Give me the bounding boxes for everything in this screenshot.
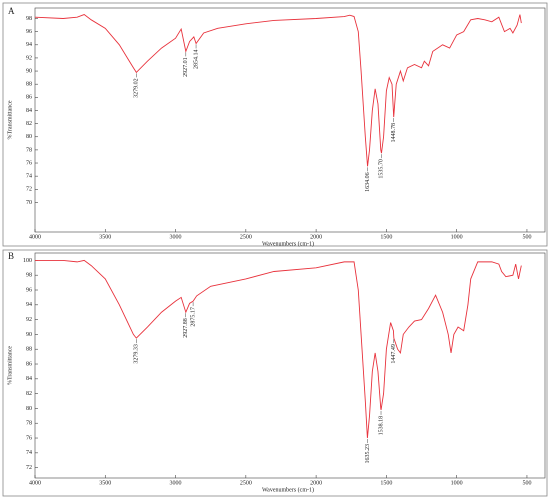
peak-label: 2927.01 xyxy=(183,57,189,77)
plot-frame xyxy=(34,7,546,233)
y-tick-label: 100 xyxy=(23,258,32,264)
y-tick-label: 72 xyxy=(26,465,32,471)
x-tick-label: 500 xyxy=(522,234,531,240)
peak-label: 1448.78 xyxy=(391,123,397,143)
x-tick-label: 1000 xyxy=(451,234,463,240)
peak-label: 3279.33 xyxy=(134,344,140,364)
y-tick-label: 74 xyxy=(26,450,32,456)
spectrum-line xyxy=(35,259,522,439)
x-tick-label: 2000 xyxy=(310,480,322,486)
peak-label: 1535.70 xyxy=(379,159,385,179)
y-tick-label: 96 xyxy=(26,29,32,35)
panel-frame xyxy=(2,2,548,247)
spectrum-line xyxy=(34,14,522,167)
x-axis-label: Wavenumbers (cm-1) xyxy=(262,240,314,247)
panel-frame xyxy=(2,249,548,497)
x-tick-label: 1500 xyxy=(380,234,392,240)
peak-label: 3279.02 xyxy=(134,78,140,98)
y-tick-label: 98 xyxy=(26,273,32,279)
y-tick-label: 82 xyxy=(26,121,32,127)
peak-label: 1447.49 xyxy=(391,344,397,364)
y-tick-label: 94 xyxy=(26,302,32,308)
x-tick-label: 1500 xyxy=(380,480,392,486)
panel-label: B xyxy=(8,251,14,261)
panel-label: A xyxy=(8,6,15,16)
x-tick-label: 3500 xyxy=(99,234,111,240)
y-tick-label: 86 xyxy=(26,95,32,101)
x-axis-label: Wavenumbers (cm-1) xyxy=(262,486,314,493)
y-tick-label: 98 xyxy=(26,16,32,22)
peak-label: 2854.14 xyxy=(193,49,199,68)
x-tick-label: 2000 xyxy=(310,234,322,240)
y-tick-label: 76 xyxy=(26,160,32,166)
y-tick-label: 96 xyxy=(26,287,32,293)
y-tick-label: 78 xyxy=(26,421,32,427)
plot-frame xyxy=(34,252,546,479)
y-tick-label: 94 xyxy=(26,42,32,48)
y-tick-label: 84 xyxy=(26,376,32,382)
y-tick-label: 72 xyxy=(26,187,32,193)
y-tick-label: 82 xyxy=(26,391,32,397)
x-tick-label: 4000 xyxy=(29,234,41,240)
y-tick-label: 84 xyxy=(26,108,32,114)
y-tick-label: 70 xyxy=(26,200,32,206)
y-tick-label: 74 xyxy=(26,174,32,180)
y-tick-label: 92 xyxy=(26,317,32,323)
peak-label: 1634.06 xyxy=(365,172,371,192)
y-tick-label: 90 xyxy=(26,68,32,74)
y-tick-label: 88 xyxy=(26,347,32,353)
x-tick-label: 3000 xyxy=(170,480,182,486)
y-tick-label: 80 xyxy=(26,406,32,412)
y-tick-label: 88 xyxy=(26,82,32,88)
x-tick-label: 2500 xyxy=(240,234,252,240)
y-tick-label: 76 xyxy=(26,435,32,441)
y-tick-label: 90 xyxy=(26,332,32,338)
peak-label: 1538.18 xyxy=(378,416,384,436)
x-tick-label: 3500 xyxy=(99,480,111,486)
y-tick-label: 86 xyxy=(26,361,32,367)
x-tick-label: 2500 xyxy=(240,480,252,486)
y-tick-label: 78 xyxy=(26,147,32,153)
x-tick-label: 3000 xyxy=(170,234,182,240)
x-tick-label: 1000 xyxy=(451,480,463,486)
peak-label: 2875.17 xyxy=(190,307,196,327)
x-tick-label: 500 xyxy=(522,480,531,486)
y-axis-label: %Transmittance xyxy=(7,100,13,139)
y-tick-label: 92 xyxy=(26,55,32,61)
peak-label: 2927.88 xyxy=(183,318,189,338)
y-axis-label: %Transmittance xyxy=(7,346,13,385)
y-tick-label: 80 xyxy=(26,134,32,140)
peak-label: 1635.23 xyxy=(365,444,371,464)
x-tick-label: 4000 xyxy=(29,480,41,486)
